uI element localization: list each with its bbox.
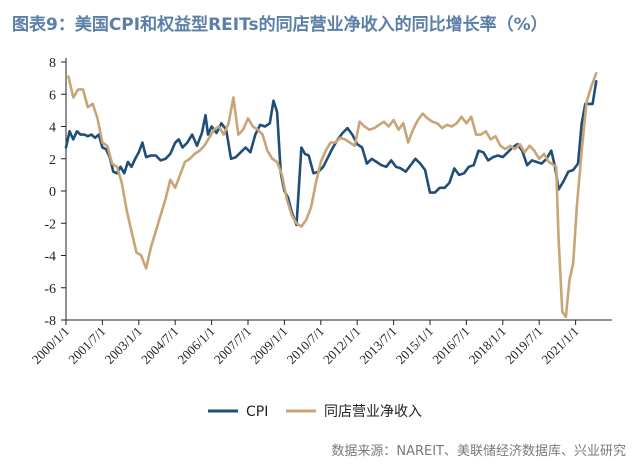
x-tick-label: 2021/1/1 (538, 324, 581, 367)
y-tick-label: -2 (44, 217, 56, 232)
legend-label: CPI (246, 404, 268, 420)
y-tick-label: 2 (49, 153, 56, 168)
x-tick-label: 2012/1/1 (320, 324, 363, 367)
x-tick-label: 2000/1/1 (29, 324, 72, 367)
x-tick-label: 2003/1/1 (102, 324, 145, 367)
x-tick-label: 2001/7/1 (65, 324, 108, 367)
axes: -8-6-4-2024682000/1/12001/7/12003/1/1200… (29, 56, 612, 367)
y-tick-label: 4 (49, 121, 56, 136)
chart-title: 图表9：美国CPI和权益型REITs的同店营业净收入的同比增长率（%） (12, 15, 548, 35)
series-layer (64, 72, 598, 319)
series-line-noi (67, 72, 598, 319)
x-tick-label: 2010/7/1 (284, 324, 327, 367)
legend-label: 同店营业净收入 (324, 404, 422, 420)
x-tick-label: 2007/7/1 (211, 324, 254, 367)
x-tick-label: 2013/7/1 (356, 324, 399, 367)
y-tick-label: 0 (49, 185, 56, 200)
x-tick-label: 2019/7/1 (502, 324, 545, 367)
x-tick-label: 2006/1/1 (174, 324, 217, 367)
x-tick-label: 2004/7/1 (138, 324, 181, 367)
x-tick-label: 2016/7/1 (429, 324, 472, 367)
data-source-note: 数据来源：NAREIT、美联储经济数据库、兴业研究 (331, 444, 626, 459)
x-tick-label: 2015/1/1 (393, 324, 436, 367)
y-tick-label: 6 (49, 88, 56, 103)
x-tick-label: 2018/1/1 (466, 324, 509, 367)
legend: CPI 同店营业净收入 (208, 404, 422, 420)
y-tick-label: -6 (44, 282, 56, 297)
series-line-cpi (64, 80, 598, 227)
y-tick-label: -4 (44, 250, 56, 265)
y-tick-label: -8 (44, 314, 56, 329)
x-tick-label: 2009/1/1 (247, 324, 290, 367)
y-tick-label: 8 (49, 56, 56, 71)
